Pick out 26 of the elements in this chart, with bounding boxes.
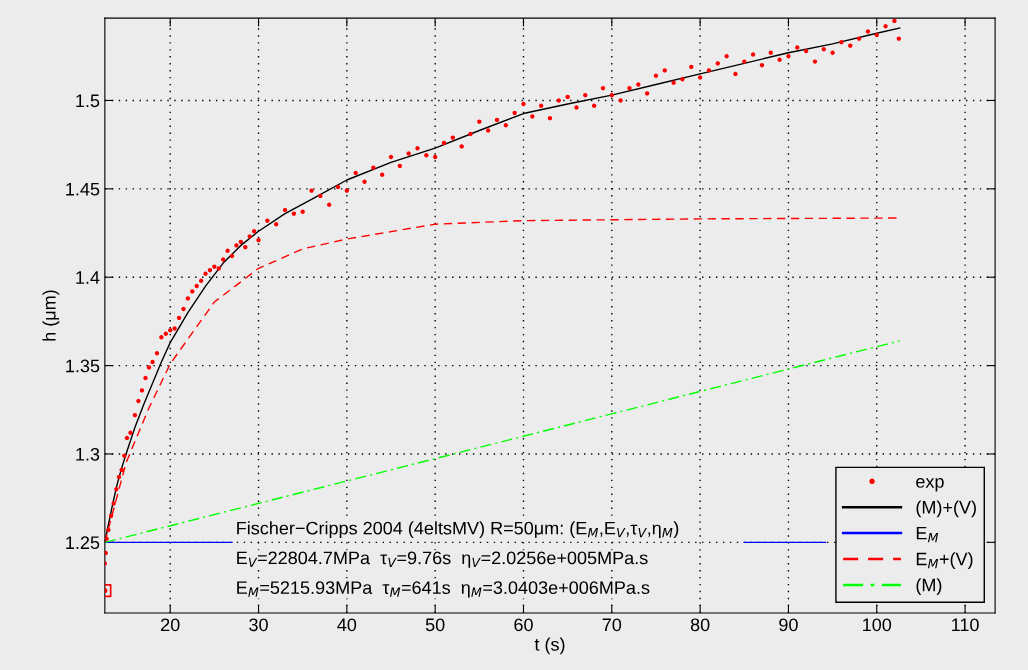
x-axis-title: t (s) <box>534 637 565 655</box>
annotation: E$_{M}$=5215.93MPa τ$_{M}$=641s η$_{M}$=3.0403e+006MPa.s <box>237 581 650 598</box>
legend-label: (M)+(V) <box>916 500 976 518</box>
x-tick-label: 110 <box>952 618 979 632</box>
annotation: E$_{V}$=22804.7MPa τ$_{V}$=9.76s η$_{V}$=2.0256e+005MPa.s <box>237 551 648 568</box>
legend-label: E$_{M}$ <box>916 526 939 543</box>
y-axis-title: h (μm) <box>42 290 60 341</box>
y-tick-label: 1.4 <box>76 271 100 284</box>
x-tick-label: 40 <box>337 618 357 632</box>
legend-label: (M) <box>916 578 942 595</box>
x-tick-label: 20 <box>161 618 180 632</box>
y-tick-label: 1.35 <box>66 359 100 373</box>
y-tick-label: 1.3 <box>76 447 100 461</box>
x-tick-label: 80 <box>690 618 710 632</box>
x-tick-label: 70 <box>602 618 622 632</box>
y-tick-label: 1.25 <box>66 536 100 550</box>
x-tick-label: 90 <box>779 618 798 632</box>
x-tick-label: 60 <box>514 618 533 632</box>
legend-label: exp <box>916 477 944 492</box>
text: Fischer−Cripps 2004 (4eltsMV) R=50μm: (E$_{M}$,E$_{V}$,τ$_{V}$,η$_{M}$) <box>237 521 679 539</box>
x-tick-label: 50 <box>425 618 445 632</box>
x-tick-label: 100 <box>863 618 892 632</box>
y-tick-label: 1.5 <box>76 94 100 108</box>
legend-label: E$_{M}$+(V) <box>916 552 973 569</box>
y-tick-label: 1.45 <box>66 182 100 196</box>
x-tick-label: 30 <box>249 618 268 632</box>
